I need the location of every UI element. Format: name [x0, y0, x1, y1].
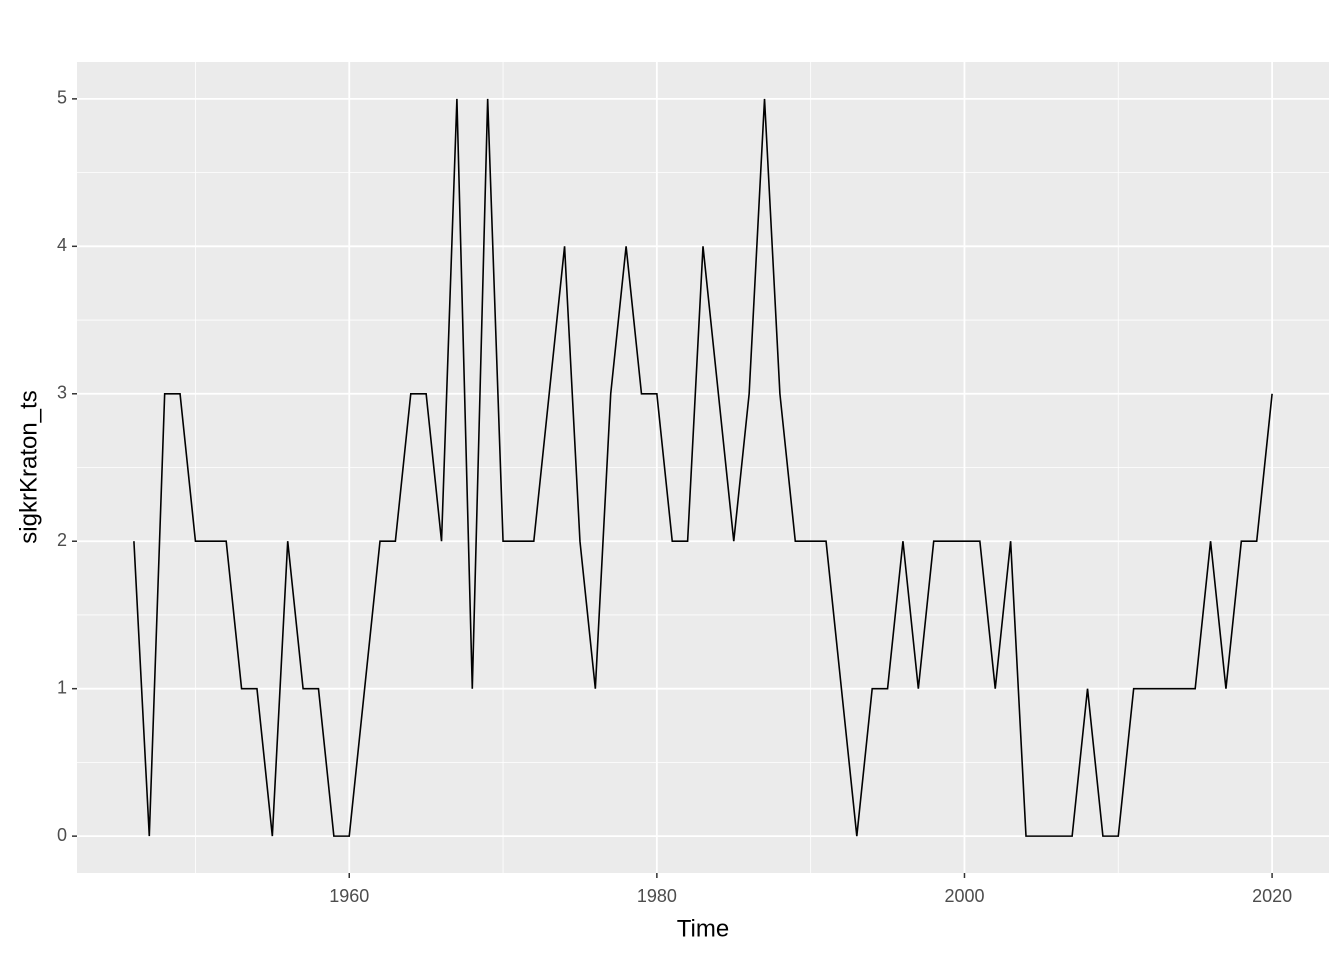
- x-tick-label: 1960: [329, 886, 369, 906]
- y-tick-label: 0: [57, 825, 67, 845]
- x-tick-label: 2020: [1252, 886, 1292, 906]
- x-tick-label: 2000: [944, 886, 984, 906]
- data-line: [133, 98, 1273, 837]
- y-axis-title: sigkrKraton_ts: [15, 390, 42, 543]
- y-tick-label: 4: [57, 235, 67, 255]
- x-axis-title: Time: [677, 915, 729, 942]
- y-tick-label: 3: [57, 383, 67, 403]
- y-tick-label: 1: [57, 677, 67, 697]
- y-tick-label: 2: [57, 530, 67, 550]
- y-tick-label: 5: [57, 88, 67, 108]
- x-tick-label: 1980: [637, 886, 677, 906]
